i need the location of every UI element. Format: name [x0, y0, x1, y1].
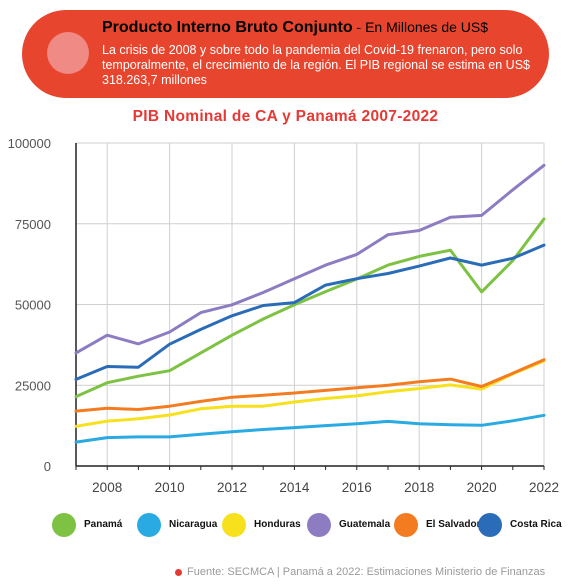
x-tick-label: 2014: [279, 480, 310, 495]
legend-swatch: [307, 513, 331, 537]
source-bullet-icon: [175, 568, 182, 576]
banner-description: La crisis de 2008 y sobre todo la pandem…: [102, 43, 530, 87]
legend-label: El Salvador: [426, 519, 481, 530]
series-lines: [74, 163, 546, 444]
line-chart: 0 25000 50000 75000 100000 2008 2010 2012 2014 20…: [8, 136, 559, 495]
y-tick-label: 100000: [8, 136, 51, 151]
y-tick-label: 50000: [15, 298, 51, 313]
legend-label: Costa Rica: [510, 519, 562, 530]
x-tick-label: 2012: [217, 480, 247, 495]
legend-swatch: [478, 513, 502, 537]
series-line-guatemala: [74, 163, 546, 355]
legend-label: Panamá: [84, 519, 123, 530]
source-note: Fuente: SECMCA | Panamá a 2022: Estimaci…: [175, 566, 545, 578]
series-line-el-salvador: [74, 358, 546, 413]
y-tick-label: 25000: [15, 378, 51, 393]
x-tick-label: 2016: [342, 480, 372, 495]
banner-title: Producto Interno Bruto Conjunto - En Mil…: [102, 19, 489, 36]
x-tick-label: 2010: [155, 480, 185, 495]
legend-swatch: [137, 513, 161, 537]
legend-label: Nicaragua: [169, 519, 218, 530]
series-line-panamá: [74, 217, 546, 399]
legend-label: Guatemala: [339, 519, 391, 530]
source-text: Fuente: SECMCA | Panamá a 2022: Estimaci…: [187, 566, 546, 578]
header-banner: Producto Interno Bruto Conjunto - En Mil…: [22, 10, 549, 98]
x-tick-label: 2008: [92, 480, 122, 495]
series-line-costa-rica: [74, 243, 546, 381]
chart-title: PIB Nominal de CA y Panamá 2007-2022: [132, 108, 439, 125]
grid-lines: [76, 142, 545, 467]
legend-swatch: [52, 513, 76, 537]
x-tick-label: 2022: [529, 480, 559, 495]
y-tick-label: 75000: [15, 217, 51, 232]
chart-legend: Panamá Nicaragua Honduras Guatemala El Salva…: [52, 510, 562, 540]
x-tick-label: 2018: [404, 480, 434, 495]
x-tick-label: 2020: [467, 480, 497, 495]
series-line-nicaragua: [74, 413, 546, 444]
legend-label: Honduras: [254, 519, 301, 530]
banner-circle-icon: [47, 32, 89, 74]
banner-title-suffix: - En Millones de US$: [352, 19, 489, 35]
series-line-honduras: [74, 359, 546, 428]
axes: [75, 143, 545, 470]
y-tick-label: 0: [44, 459, 51, 474]
tick-labels: 0 25000 50000 75000 100000 2008 2010 2012 2014 20…: [8, 136, 559, 495]
legend-swatch: [222, 513, 246, 537]
legend-swatch: [394, 513, 418, 537]
